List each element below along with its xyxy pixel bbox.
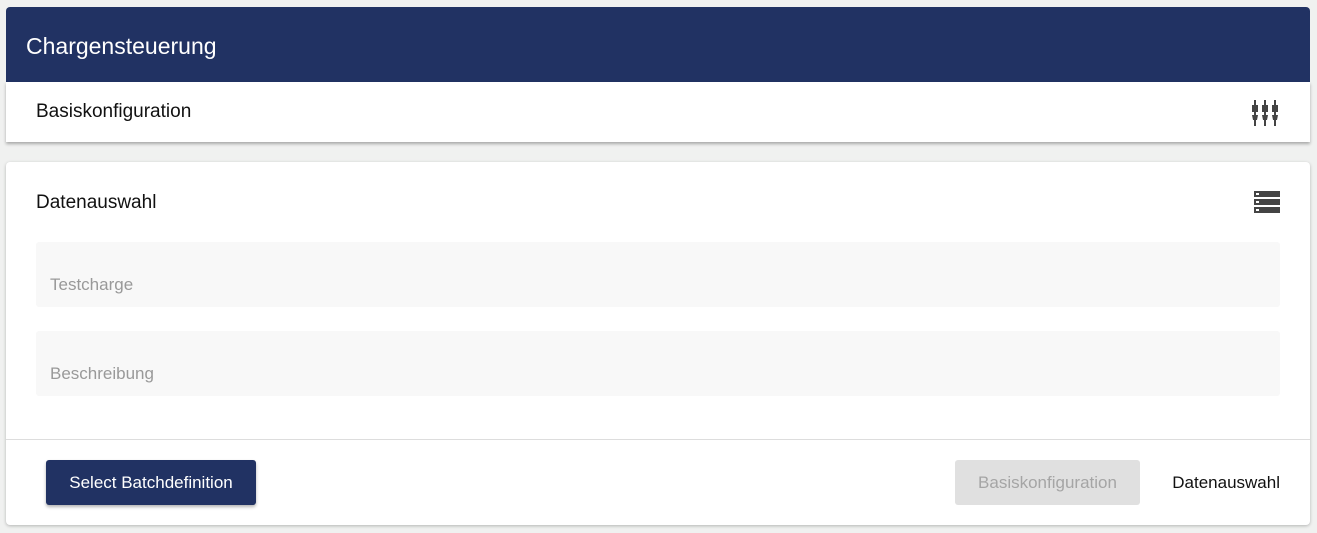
page-title: Chargensteuerung bbox=[26, 33, 217, 59]
panel-title: Basiskonfiguration bbox=[36, 101, 192, 122]
datenauswahl-card: Datenauswahl Testcharge Beschreibung Sel… bbox=[6, 162, 1310, 525]
datenauswahl-button[interactable]: Datenauswahl bbox=[1172, 460, 1280, 505]
app-header: Chargensteuerung bbox=[6, 7, 1310, 82]
tune-icon[interactable] bbox=[1250, 98, 1280, 128]
basiskonfiguration-panel[interactable]: Basiskonfiguration bbox=[6, 82, 1310, 142]
testcharge-input[interactable]: Testcharge bbox=[36, 242, 1280, 307]
select-batchdefinition-button[interactable]: Select Batchdefinition bbox=[46, 460, 256, 505]
card-title: Datenauswahl bbox=[36, 192, 157, 213]
beschreibung-input[interactable]: Beschreibung bbox=[36, 331, 1280, 396]
placeholder: Testcharge bbox=[50, 275, 134, 294]
basiskonfiguration-button[interactable]: Basiskonfiguration bbox=[955, 460, 1140, 505]
placeholder: Beschreibung bbox=[50, 364, 154, 383]
divider bbox=[6, 439, 1310, 440]
storage-icon bbox=[1254, 191, 1280, 213]
